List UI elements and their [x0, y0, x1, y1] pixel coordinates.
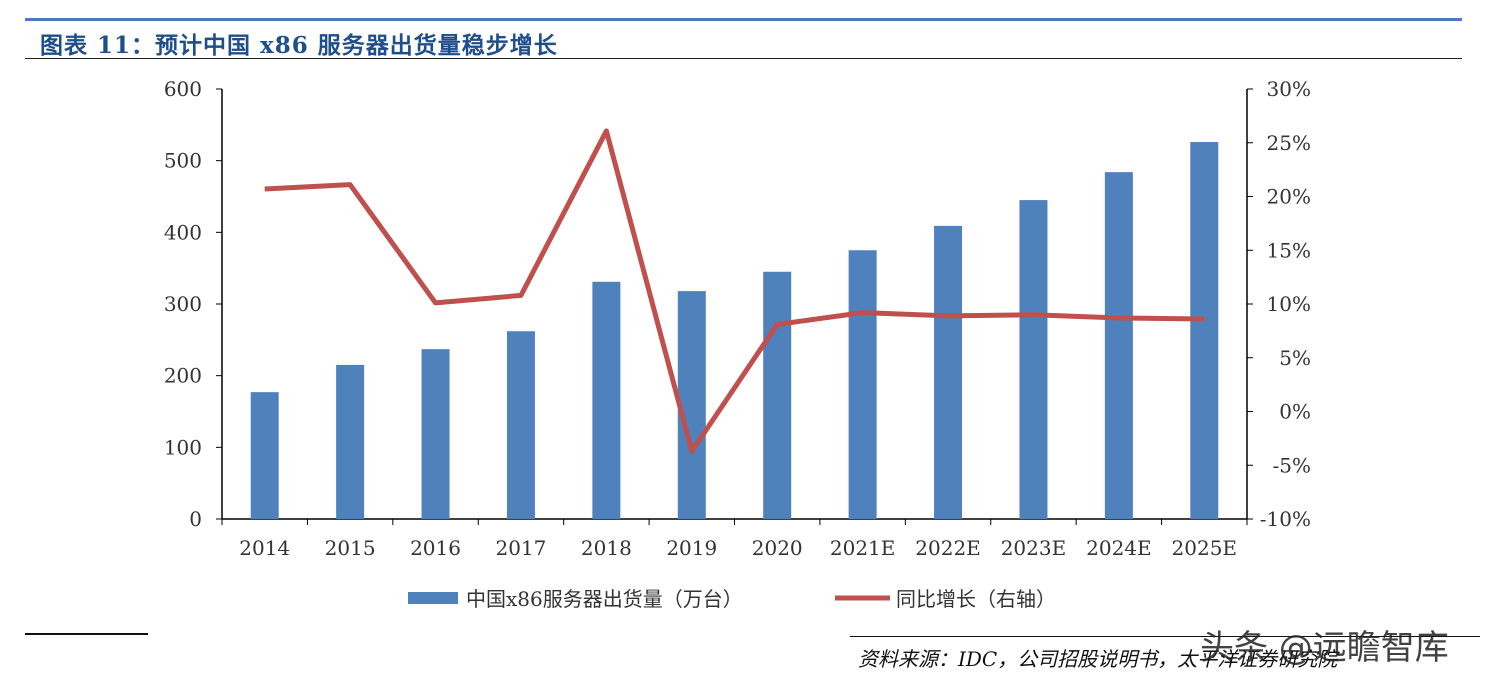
y2-tick-label: 10%	[1267, 292, 1311, 316]
y-tick-label: 600	[164, 77, 202, 101]
bar	[934, 225, 963, 519]
x-tick-label: 2016	[410, 536, 461, 560]
bar	[421, 349, 450, 519]
y-tick-label: 100	[164, 435, 202, 459]
bar	[1019, 200, 1048, 520]
y-tick-label: 400	[164, 220, 202, 244]
growth-line	[264, 128, 1205, 454]
x-tick-label: 2021E	[830, 536, 896, 560]
y2-tick-label: 25%	[1267, 131, 1311, 155]
x-tick-label: 2024E	[1086, 536, 1152, 560]
y2-tick-label: 20%	[1267, 185, 1311, 209]
bar	[1190, 142, 1219, 520]
y2-tick-label: 0%	[1279, 400, 1311, 424]
bar	[592, 281, 621, 519]
bar	[1104, 172, 1133, 519]
y-tick-label: 0	[189, 507, 202, 531]
x-tick-label: 2018	[581, 536, 632, 560]
source-rule-right	[850, 636, 1480, 637]
y2-tick-label: 30%	[1267, 77, 1311, 101]
legend-bar-swatch	[408, 592, 458, 604]
bar	[250, 392, 279, 519]
x-tick-label: 2025E	[1172, 536, 1238, 560]
source-note: 资料来源：IDC，公司招股说明书，太平洋证券研究院	[858, 647, 1338, 671]
bar	[506, 331, 535, 519]
y-tick-label: 500	[164, 149, 202, 173]
bar	[677, 291, 706, 519]
x-tick-label: 2014	[239, 536, 290, 560]
x-tick-label: 2022E	[915, 536, 981, 560]
bar	[336, 364, 365, 519]
x-tick-label: 2015	[325, 536, 376, 560]
legend-line-label: 同比增长（右轴）	[896, 587, 1056, 611]
x-tick-label: 2020	[752, 536, 803, 560]
title-bottom-rule	[25, 58, 1462, 59]
legend-bar-label: 中国x86服务器出货量（万台）	[466, 587, 743, 611]
watermark: 头条 @远瞻智库	[1200, 628, 1449, 668]
source-rule	[25, 633, 148, 635]
y-tick-label: 300	[164, 292, 202, 316]
y-tick-label: 200	[164, 364, 202, 388]
y2-tick-label: -10%	[1260, 507, 1311, 531]
y2-tick-label: 15%	[1267, 238, 1311, 262]
x-tick-label: 2017	[496, 536, 547, 560]
bar	[763, 271, 792, 519]
title-top-rule	[25, 18, 1462, 21]
chart-title: 图表 11：预计中国 x86 服务器出货量稳步增长	[40, 32, 558, 59]
bar	[848, 250, 877, 519]
y2-tick-label: -5%	[1273, 453, 1312, 477]
x-tick-label: 2023E	[1001, 536, 1067, 560]
x-tick-label: 2019	[666, 536, 717, 560]
y2-tick-label: 5%	[1279, 346, 1311, 370]
